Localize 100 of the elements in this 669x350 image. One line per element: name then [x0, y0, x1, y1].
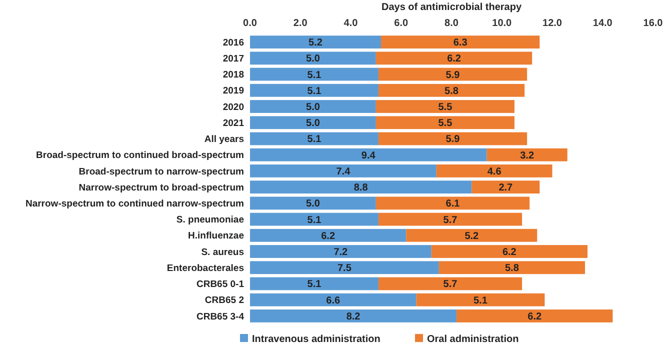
y-tick-label: 2017	[222, 53, 244, 64]
data-label: 6.2	[321, 230, 336, 242]
bar	[378, 68, 528, 81]
y-tick-label: S. pneumoniae	[176, 214, 244, 226]
data-label: 5.0	[306, 54, 320, 65]
data-label: 5.8	[504, 263, 520, 274]
bar	[378, 212, 522, 226]
bar	[250, 68, 378, 81]
legend-label: Intravenous administration	[252, 334, 380, 345]
bar	[456, 310, 613, 322]
x-tick-label: 4.0	[344, 18, 358, 29]
x-axis-title: Days of antimicrobial therapy	[381, 2, 522, 13]
bar	[376, 196, 530, 210]
bar	[250, 148, 487, 162]
data-label: 5.9	[446, 134, 460, 146]
x-tick-label: 8.0	[444, 18, 459, 29]
data-label: 6.6	[326, 295, 341, 306]
bar	[250, 164, 436, 178]
data-label: 5.5	[438, 118, 453, 130]
legend-label: Oral administration	[427, 334, 519, 345]
data-label: 6.3	[453, 38, 468, 49]
bar	[250, 245, 432, 258]
bar	[376, 52, 532, 65]
x-tick-label: 6.0	[394, 18, 409, 29]
data-label: 5.7	[443, 214, 458, 226]
bar	[378, 277, 522, 290]
data-label: 6.1	[446, 198, 460, 210]
data-label: 5.1	[307, 134, 322, 146]
bar	[250, 196, 376, 210]
x-tick-label: 2.0	[293, 18, 308, 29]
x-tick-label: 14.0	[592, 18, 613, 29]
bar	[436, 164, 552, 178]
data-label: 8.8	[354, 182, 368, 194]
bar	[250, 36, 381, 48]
y-tick-label: Narrow-spectrum to continued narrow-spectrum	[25, 198, 244, 210]
data-label: 7.5	[338, 263, 352, 274]
bar	[376, 100, 514, 113]
data-label: 5.1	[307, 214, 322, 226]
data-label: 5.1	[307, 70, 322, 81]
data-label: 2.7	[498, 182, 514, 194]
y-tick-label: Broad-spectrum to continued broad-spectrum	[36, 150, 244, 162]
data-label: 5.0	[306, 198, 320, 210]
bar	[380, 36, 540, 48]
bar	[378, 132, 528, 146]
bar	[472, 180, 540, 194]
bar	[250, 180, 472, 194]
data-label: 5.0	[306, 102, 320, 113]
bar	[406, 228, 538, 242]
data-label: 5.8	[444, 86, 459, 97]
data-label: 5.1	[474, 295, 488, 306]
y-tick-label: 2018	[222, 70, 244, 81]
x-tick-label: 16.0	[643, 18, 664, 29]
bar	[250, 293, 416, 306]
bar	[250, 310, 457, 322]
data-label: 9.4	[361, 150, 376, 162]
data-label: 5.9	[446, 70, 460, 81]
data-label: 3.2	[520, 150, 534, 162]
x-tick-label: 10.0	[492, 18, 512, 29]
data-label: 4.6	[487, 166, 502, 178]
data-label: 6.2	[528, 311, 542, 322]
bar	[250, 84, 378, 97]
bar	[250, 100, 376, 113]
data-label: 5.1	[307, 279, 322, 290]
x-tick-label: 12.0	[542, 18, 562, 29]
y-tick-label: CRB65 3-4	[196, 311, 245, 322]
data-label: 7.2	[334, 247, 348, 258]
y-tick-label: Broad-spectrum to narrow-spectrum	[78, 166, 244, 178]
bar	[431, 245, 588, 258]
y-tick-label: S. aureus	[201, 246, 244, 258]
y-tick-label: CRB65 2	[204, 295, 244, 306]
bar	[250, 116, 376, 130]
data-label: 5.2	[308, 38, 323, 49]
y-tick-label: CRB65 0-1	[196, 279, 245, 290]
data-label: 7.4	[336, 166, 351, 178]
data-label: 5.1	[307, 86, 322, 97]
data-label: 8.2	[346, 311, 361, 322]
y-tick-label: 2021	[222, 118, 245, 129]
bar	[250, 132, 378, 146]
data-label: 5.5	[438, 102, 453, 113]
data-label: 5.7	[443, 279, 458, 290]
y-tick-label: Enterobacterales	[166, 262, 244, 274]
y-tick-label: Narrow-spectrum to broad-spectrum	[78, 182, 244, 194]
y-tick-label: H.influenzae	[188, 230, 244, 242]
data-label: 6.2	[502, 247, 517, 258]
bar	[250, 261, 439, 274]
bar	[376, 116, 514, 130]
data-label: 5.0	[306, 118, 320, 130]
x-tick-label: 0.0	[243, 18, 258, 29]
data-label: 6.2	[447, 54, 462, 65]
bar	[250, 277, 378, 290]
y-tick-label: 2020	[222, 102, 244, 113]
y-tick-label: All years	[204, 134, 244, 146]
bar	[416, 293, 545, 306]
bar	[438, 261, 585, 274]
data-label: 5.2	[464, 230, 480, 242]
bar	[250, 228, 406, 242]
bar	[250, 52, 376, 65]
y-tick-label: 2019	[222, 86, 244, 97]
y-tick-label: 2016	[222, 37, 244, 48]
bar	[378, 84, 525, 97]
